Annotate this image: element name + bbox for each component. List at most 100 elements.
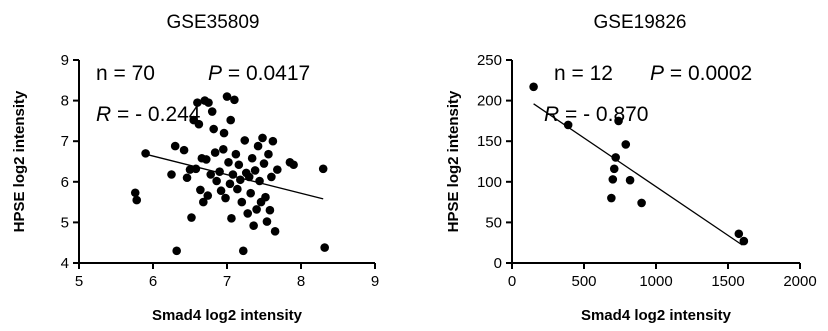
chart1-data-point [210,148,220,157]
chart1-data-point [212,176,221,186]
chart2-data-point [621,140,631,149]
chart2-annotation-n: n = 12 [554,62,613,85]
chart1-y-tick-label: 5 [61,214,69,231]
chart1-y-tick-label: 9 [61,52,69,69]
chart1-data-point [179,145,189,155]
chart1-data-point [130,188,140,198]
chart1-data-point [199,197,208,207]
chart1-data-point [227,214,236,223]
chart2-y-tick-label: 0 [494,255,502,272]
chart1-x-tick-label: 6 [149,273,157,290]
chart2-data-point [607,193,616,203]
chart1-data-point [201,155,211,164]
chart2-y-tick-label: 150 [477,133,502,150]
chart2-data-point [609,164,619,174]
chart1-data-point [231,149,241,159]
chart1-data-point [268,136,278,146]
chart1-data-point [258,133,267,143]
chart1-data-point [215,167,224,176]
chart1-x-tick-label: 8 [297,273,305,290]
chart1-data-point [222,92,232,101]
chart1-data-point [203,191,213,200]
chart2-title: GSE19826 [594,12,687,33]
chart1-data-point [243,209,253,218]
chart2-annotation-p: P = 0.0002 [650,62,752,85]
chart1-data-point [237,197,247,207]
chart2-data-point [625,175,635,185]
chart1-data-point [194,119,204,129]
chart1-data-point [320,243,329,252]
chart1-data-point [193,98,202,107]
chart2-annotation-r: R = - 0.870 [544,103,648,126]
chart1-data-point [259,159,269,168]
chart1-data-point [244,172,254,182]
chart2-data-point [637,198,646,208]
chart1-data-point [261,192,270,202]
chart1-data-point [167,170,176,179]
chart1-data-point [228,170,238,179]
chart1-data-point [233,184,242,194]
chart1-data-point [226,115,235,125]
chart1-x-tick-label: 9 [371,273,379,290]
chart1-data-point [230,95,239,105]
chart1-data-point [273,165,282,174]
chart1-data-point [267,172,276,182]
chart1-data-point [209,124,218,134]
chart1-data-point [207,107,217,116]
chart1-data-point [132,195,142,205]
chart1-y-tick-label: 6 [61,174,69,191]
chart1-data-point [289,160,298,170]
chart2-y-tick-label: 200 [477,93,502,110]
chart2-x-tick-label: 1000 [639,273,672,290]
chart1-y-tick-label: 8 [61,93,69,110]
chart1-data-point [249,221,258,230]
chart1-data-point [225,179,235,189]
chart2-x-tick-label: 500 [571,273,596,290]
chart1-data-point [191,164,201,174]
chart1-data-point [236,175,245,185]
chart1-data-point [219,145,228,154]
chart1-data-point [172,246,181,256]
chart1-data-point [196,185,205,195]
chart1-data-point [182,173,192,183]
chart2-data-point [611,153,620,162]
chart2-data-point [614,116,623,126]
chart1-data-point [262,217,272,226]
chart1-data-point [216,186,226,196]
chart1-data-point [253,141,263,151]
chart1-data-point [255,176,264,186]
chart1-y-tick-label: 7 [61,133,69,150]
chart1-y-tick-label: 4 [61,255,69,272]
chart2-x-tick-label: 0 [508,273,516,290]
chart2-data-point [529,82,538,92]
chart2-x-axis-label: Smad4 log2 intensity [581,307,732,324]
chart1-x-axis-label: Smad4 log2 intensity [152,307,303,324]
chart2-data-point [563,120,573,130]
chart2-x-tick-label: 1500 [711,273,744,290]
chart1-data-point [240,136,250,145]
chart1-data-point [252,205,261,214]
chart2-data-point [739,236,749,246]
chart1-data-point [141,149,150,158]
chart1-data-point [318,164,328,174]
chart1-x-tick-label: 7 [223,273,231,290]
chart1-data-point [238,246,248,256]
chart2-x-tick-label: 2000 [783,273,816,290]
chart1-data-point [224,158,233,167]
chart2-y-tick-label: 50 [485,214,502,231]
chart2-y-tick-label: 250 [477,52,502,69]
chart1-data-point [270,227,280,236]
chart1-y-axis-label: HPSE log2 intensity [11,90,28,232]
chart1-annotation-r: R = - 0.244 [96,103,201,126]
chart1-data-point [246,188,255,198]
chart1-data-point [265,205,275,215]
chart1-data-point [234,160,244,170]
chart1-title: GSE35809 [167,12,260,33]
chart1-data-point [221,193,230,203]
chart1-data-point [204,98,213,107]
chart1-data-point [206,170,216,179]
chart1-data-point [247,153,257,163]
chart1-data-point [170,141,180,151]
chart2-data-point [608,175,618,184]
